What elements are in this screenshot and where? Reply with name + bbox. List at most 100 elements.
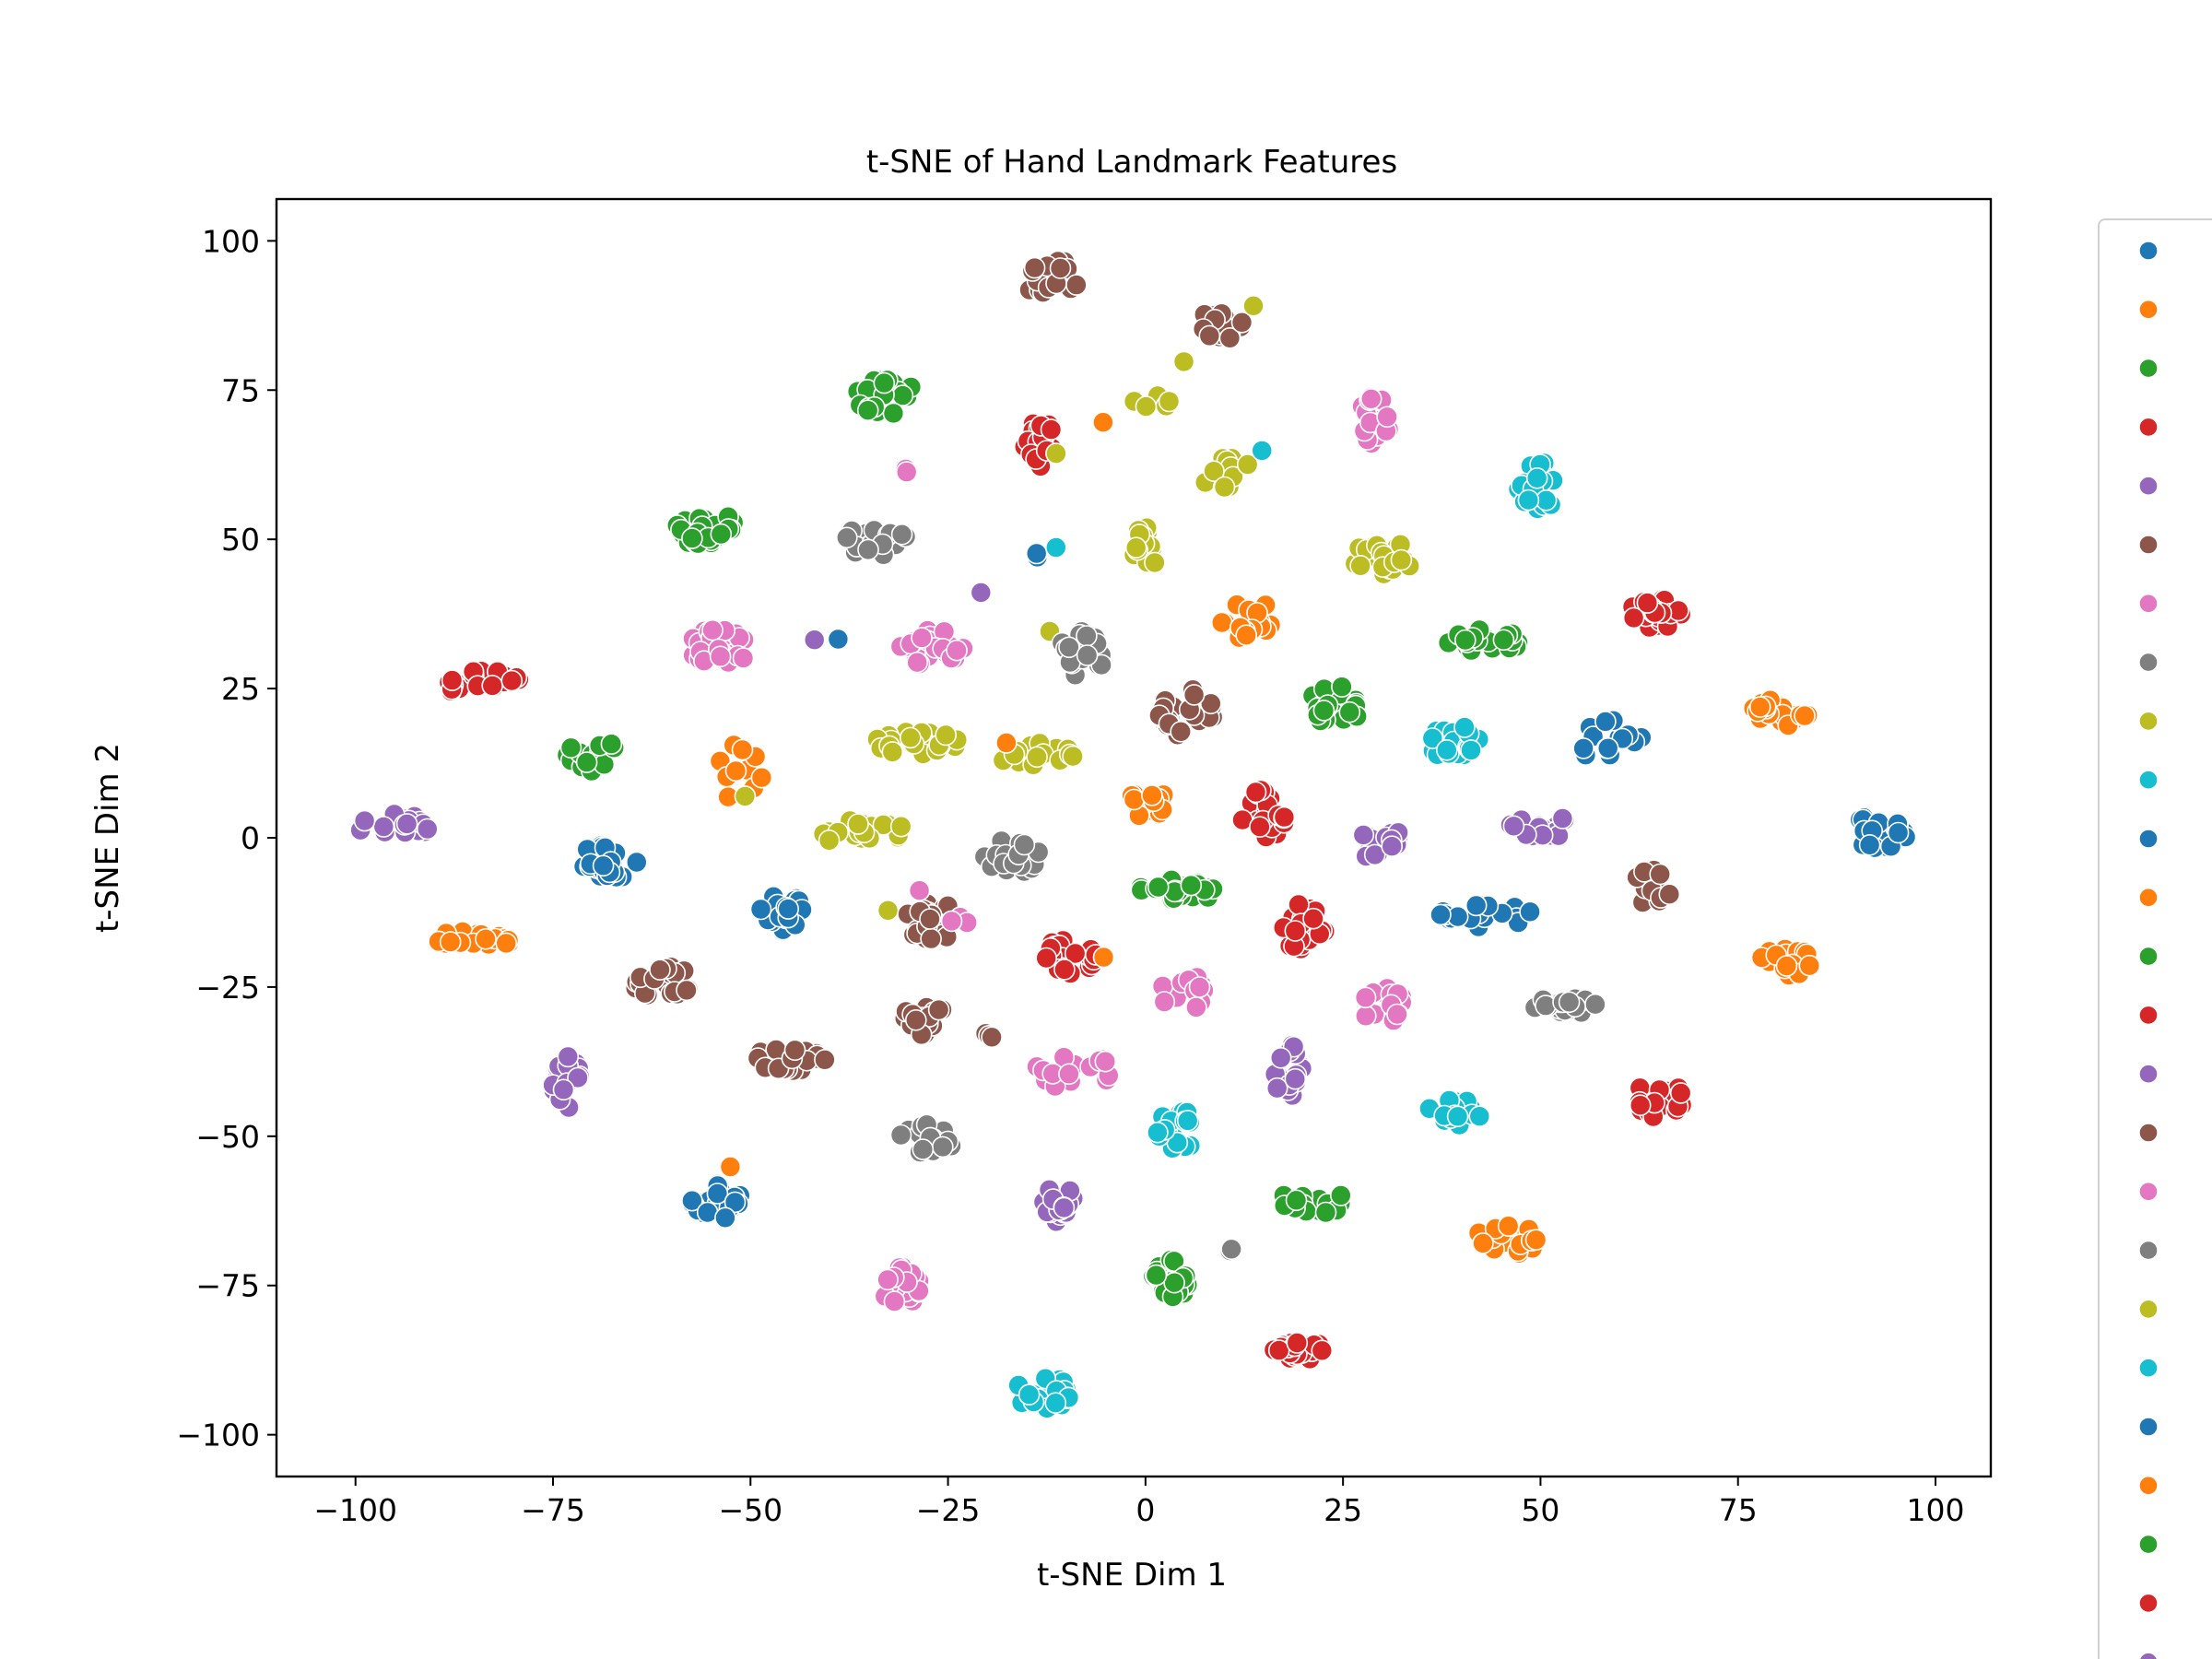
scatter-point	[600, 733, 623, 756]
legend-marker	[2138, 1476, 2159, 1496]
scatter-point	[1230, 311, 1253, 334]
chart-title: t-SNE of Hand Landmark Features	[866, 144, 1397, 181]
scatter-point	[1338, 700, 1361, 724]
scatter-point	[1153, 991, 1176, 1013]
scatter-point	[372, 816, 395, 838]
legend-marker	[2138, 946, 2159, 967]
scatter-point	[567, 1066, 589, 1089]
legend-marker	[2138, 888, 2159, 908]
legend-marker	[2138, 241, 2159, 261]
scatter-point	[1076, 644, 1099, 666]
scatter-point	[1302, 907, 1324, 930]
legend	[2098, 218, 2212, 1659]
scatter-point	[1267, 1339, 1290, 1361]
scatter-point	[475, 927, 497, 950]
scatter-point	[1049, 257, 1072, 279]
y-tick-label: −50	[195, 1119, 260, 1155]
scatter-point	[749, 898, 772, 921]
scatter-point	[1203, 460, 1225, 483]
scatter-point	[557, 1045, 580, 1068]
legend-marker	[2138, 711, 2159, 732]
scatter-point	[818, 829, 841, 852]
scatter-point	[1273, 806, 1296, 829]
x-tick-label: 100	[1907, 1492, 1965, 1528]
scatter-point	[1163, 1271, 1185, 1294]
scatter-point	[847, 813, 869, 835]
scatter-point	[1040, 418, 1063, 441]
scatter-point	[1517, 488, 1540, 512]
scatter-point	[649, 959, 671, 981]
scatter-point	[1312, 700, 1335, 722]
y-tick-label: 25	[221, 671, 260, 707]
scatter-point	[575, 751, 598, 773]
scatter-point	[1376, 406, 1398, 429]
legend-marker	[2138, 1005, 2159, 1026]
scatter-point	[827, 628, 850, 651]
scatter-point	[981, 1026, 1003, 1049]
legend-marker	[2138, 1534, 2159, 1555]
scatter-point	[1145, 1264, 1168, 1287]
scatter-point	[1044, 1392, 1067, 1414]
scatter-point	[881, 741, 904, 763]
scatter-point	[1363, 843, 1386, 866]
scatter-point	[803, 629, 826, 652]
scatter-point	[592, 854, 615, 877]
scatter-point	[911, 627, 933, 649]
scatter-point	[1453, 716, 1476, 738]
scatter-point	[1472, 1232, 1494, 1254]
scatter-point	[731, 738, 754, 761]
scatter-point	[1200, 692, 1222, 715]
scatter-point	[1141, 784, 1163, 806]
scatter-point	[1013, 833, 1036, 856]
x-axis-ticks: −100 −75 −50 −25 0 25 50 75 100	[313, 1477, 1965, 1528]
scatter-point	[1076, 625, 1098, 647]
x-tick-label: −75	[521, 1492, 585, 1528]
points-layer	[349, 250, 1917, 1419]
scatter-point	[1286, 1332, 1309, 1354]
scatter-point	[1584, 993, 1606, 1016]
y-axis-ticks: −100 −75 −50 −25 0 25 50 75 100	[176, 223, 276, 1453]
legend-marker	[2138, 1064, 2159, 1084]
scatter-point	[552, 1078, 575, 1101]
scatter-point	[1018, 1383, 1041, 1406]
scatter-point	[970, 582, 993, 604]
y-tick-label: −100	[176, 1418, 260, 1453]
legend-marker	[2138, 1358, 2159, 1378]
scatter-point	[1210, 611, 1233, 634]
scatter-point	[706, 1182, 729, 1205]
scatter-point	[1172, 350, 1195, 373]
scatter-point	[1023, 256, 1046, 279]
scatter-point	[441, 669, 464, 691]
legend-marker	[2138, 770, 2159, 790]
scatter-point	[882, 402, 905, 425]
scatter-point	[1058, 636, 1080, 659]
scatter-point	[1330, 1184, 1352, 1206]
scatter-point	[500, 669, 524, 692]
scatter-point	[1314, 1201, 1337, 1224]
scatter-point	[1502, 815, 1525, 838]
x-tick-label: −25	[916, 1492, 981, 1528]
scatter-point	[1535, 994, 1557, 1017]
scatter-point	[1658, 883, 1681, 906]
scatter-point	[1454, 629, 1477, 652]
legend-marker	[2138, 358, 2159, 379]
scatter-point	[1794, 704, 1816, 727]
scatter-point	[734, 785, 757, 807]
scatter-point	[1748, 696, 1771, 718]
scatter-point	[1649, 863, 1671, 886]
scatter-point	[1242, 294, 1265, 317]
scatter-point	[946, 639, 968, 662]
scatter-point	[1158, 390, 1181, 413]
scatter-point	[1551, 807, 1574, 830]
scatter-point	[353, 809, 376, 832]
scatter-point	[1170, 720, 1192, 743]
scatter-point	[495, 932, 518, 955]
scatter-point	[701, 618, 724, 641]
scatter-point	[732, 647, 755, 669]
legend-marker	[2138, 476, 2159, 496]
legend-marker	[2138, 1182, 2159, 1202]
scatter-point	[1135, 395, 1158, 418]
scatter-point	[883, 1290, 906, 1312]
legend-marker	[2138, 829, 2159, 849]
